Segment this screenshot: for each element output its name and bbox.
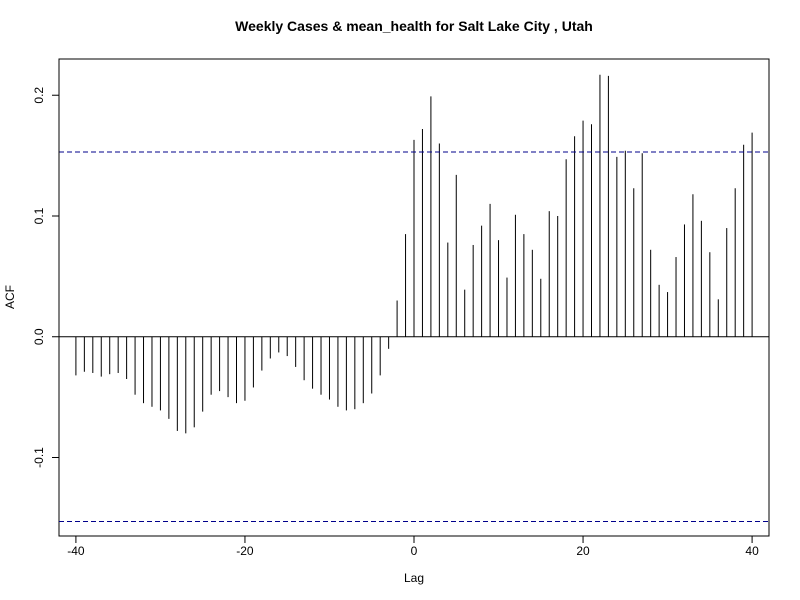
y-tick-label: 0.0 bbox=[32, 328, 46, 345]
y-axis: -0.1 0.0 0.1 0.2 bbox=[32, 87, 60, 468]
y-axis-label: ACF bbox=[3, 285, 17, 309]
x-tick-label: -20 bbox=[236, 544, 254, 558]
confidence-bounds bbox=[59, 151, 769, 523]
y-tick-label: 0.1 bbox=[32, 207, 46, 224]
x-tick-label: -40 bbox=[67, 544, 85, 558]
x-tick-label: 40 bbox=[745, 544, 759, 558]
chart-title: Weekly Cases & mean_health for Salt Lake… bbox=[235, 18, 593, 34]
x-axis-label: Lag bbox=[404, 571, 424, 585]
y-tick-label: -0.1 bbox=[32, 447, 46, 468]
acf-bars bbox=[75, 74, 753, 434]
y-tick-label: 0.2 bbox=[32, 87, 46, 104]
x-tick-label: 0 bbox=[411, 544, 418, 558]
x-tick-label: 20 bbox=[576, 544, 590, 558]
x-axis: -40 -20 0 20 40 bbox=[67, 535, 759, 558]
